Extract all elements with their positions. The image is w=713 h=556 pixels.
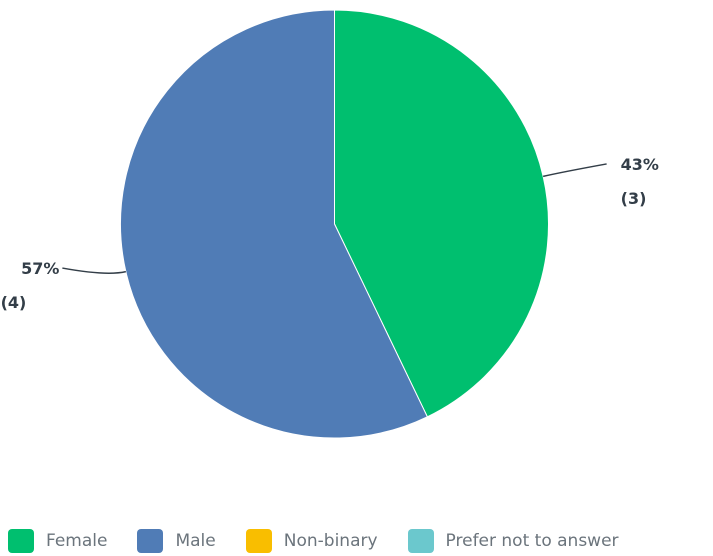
pie-chart: 43% (3) 57% (4) xyxy=(1,9,659,439)
legend-swatch-male xyxy=(137,529,164,553)
data-label-percent-male: 57% xyxy=(21,259,59,278)
legend: Female Male Non-binary Prefer not to ans… xyxy=(8,528,619,554)
legend-swatch-female xyxy=(8,529,34,553)
pie-slice-female[interactable] xyxy=(334,9,549,418)
data-label-count-female: (3) xyxy=(621,189,647,208)
leader-line-female xyxy=(542,163,607,178)
legend-label-prefer-not-to-answer: Prefer not to answer xyxy=(445,531,619,551)
legend-swatch-prefer-not-to-answer xyxy=(407,529,434,553)
legend-label-female: Female xyxy=(46,531,108,551)
legend-item-female[interactable]: Female xyxy=(8,529,107,553)
data-label-percent-female: 43% xyxy=(621,155,659,174)
leader-line-male xyxy=(62,267,127,274)
legend-item-prefer-not-to-answer[interactable]: Prefer not to answer xyxy=(407,529,619,553)
data-label-count-male: (4) xyxy=(1,293,27,312)
legend-item-male[interactable]: Male xyxy=(137,529,216,553)
legend-label-non-binary: Non-binary xyxy=(283,531,378,551)
legend-swatch-non-binary xyxy=(245,529,272,553)
legend-label-male: Male xyxy=(175,531,216,551)
legend-item-non-binary[interactable]: Non-binary xyxy=(245,529,378,553)
